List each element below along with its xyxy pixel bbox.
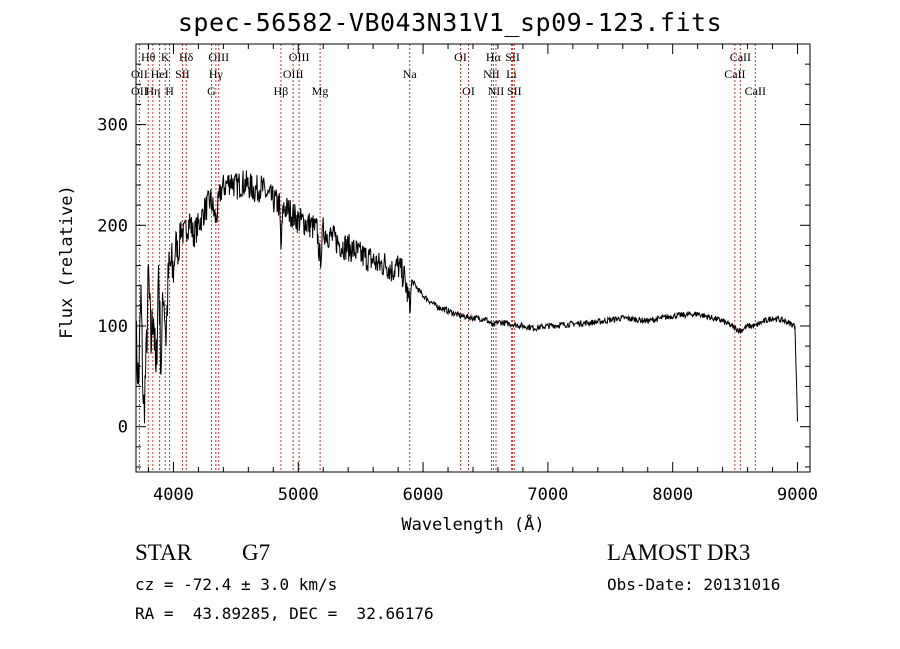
line-id-label: OIII <box>289 50 310 64</box>
obs-date: Obs-Date: 20131016 <box>607 575 781 594</box>
line-id-label: HeI <box>151 67 169 81</box>
y-tick-label: 200 <box>97 216 128 236</box>
line-id-label: SII <box>505 50 520 64</box>
x-tick-label: 8000 <box>652 485 693 505</box>
line-id-label: Li <box>506 67 517 81</box>
plot-frame <box>135 43 811 473</box>
line-id-label: Mg <box>312 84 329 98</box>
x-tick-label: 7000 <box>527 485 568 505</box>
line-id-label: Hη <box>145 84 160 98</box>
object-class: STAR <box>135 540 192 565</box>
line-id-label: OII <box>131 67 148 81</box>
x-axis-label: Wavelength (Å) <box>401 513 544 535</box>
coordinates: RA = 43.89285, DEC = 32.66176 <box>135 604 434 623</box>
y-tick-label: 100 <box>97 317 128 337</box>
line-id-label: OIII <box>283 67 304 81</box>
line-id-label: CaII <box>730 50 751 64</box>
redshift-info: cz = -72.4 ± 3.0 km/s <box>135 575 338 594</box>
x-tick-label: 6000 <box>403 485 444 505</box>
line-id-label: OI <box>454 50 467 64</box>
line-id-label: Hβ <box>274 84 289 98</box>
line-id-label: OIII <box>208 50 229 64</box>
line-id-label: NII <box>488 84 505 98</box>
line-id-label: Hδ <box>179 50 194 64</box>
line-id-label: G <box>207 84 216 98</box>
line-id-label: CaII <box>724 67 745 81</box>
object-subclass: G7 <box>242 540 271 565</box>
y-tick-label: 0 <box>118 418 128 438</box>
line-id-label: SII <box>175 67 190 81</box>
line-id-label: K <box>161 50 170 64</box>
x-tick-label: 5000 <box>278 485 319 505</box>
line-id-label: Hα <box>486 50 502 64</box>
x-tick-label: 9000 <box>777 485 818 505</box>
line-id-label: NII <box>483 67 500 81</box>
line-id-label: CaII <box>745 84 766 98</box>
y-tick-label: 300 <box>97 116 128 136</box>
y-axis-label: Flux (relative) <box>57 185 77 339</box>
line-id-label: H <box>165 84 174 98</box>
line-id-label: OII <box>131 84 148 98</box>
line-id-label: OI <box>462 84 475 98</box>
x-tick-label: 4000 <box>153 485 194 505</box>
line-id-label: Hγ <box>209 67 224 81</box>
spectrum-line <box>135 170 798 424</box>
line-id-label: SII <box>507 84 522 98</box>
survey-name: LAMOST DR3 <box>607 540 751 565</box>
line-id-label: Na <box>403 67 418 81</box>
line-id-label: Hθ <box>141 50 156 64</box>
chart-title: spec-56582-VB043N31V1_sp09-123.fits <box>177 8 723 37</box>
